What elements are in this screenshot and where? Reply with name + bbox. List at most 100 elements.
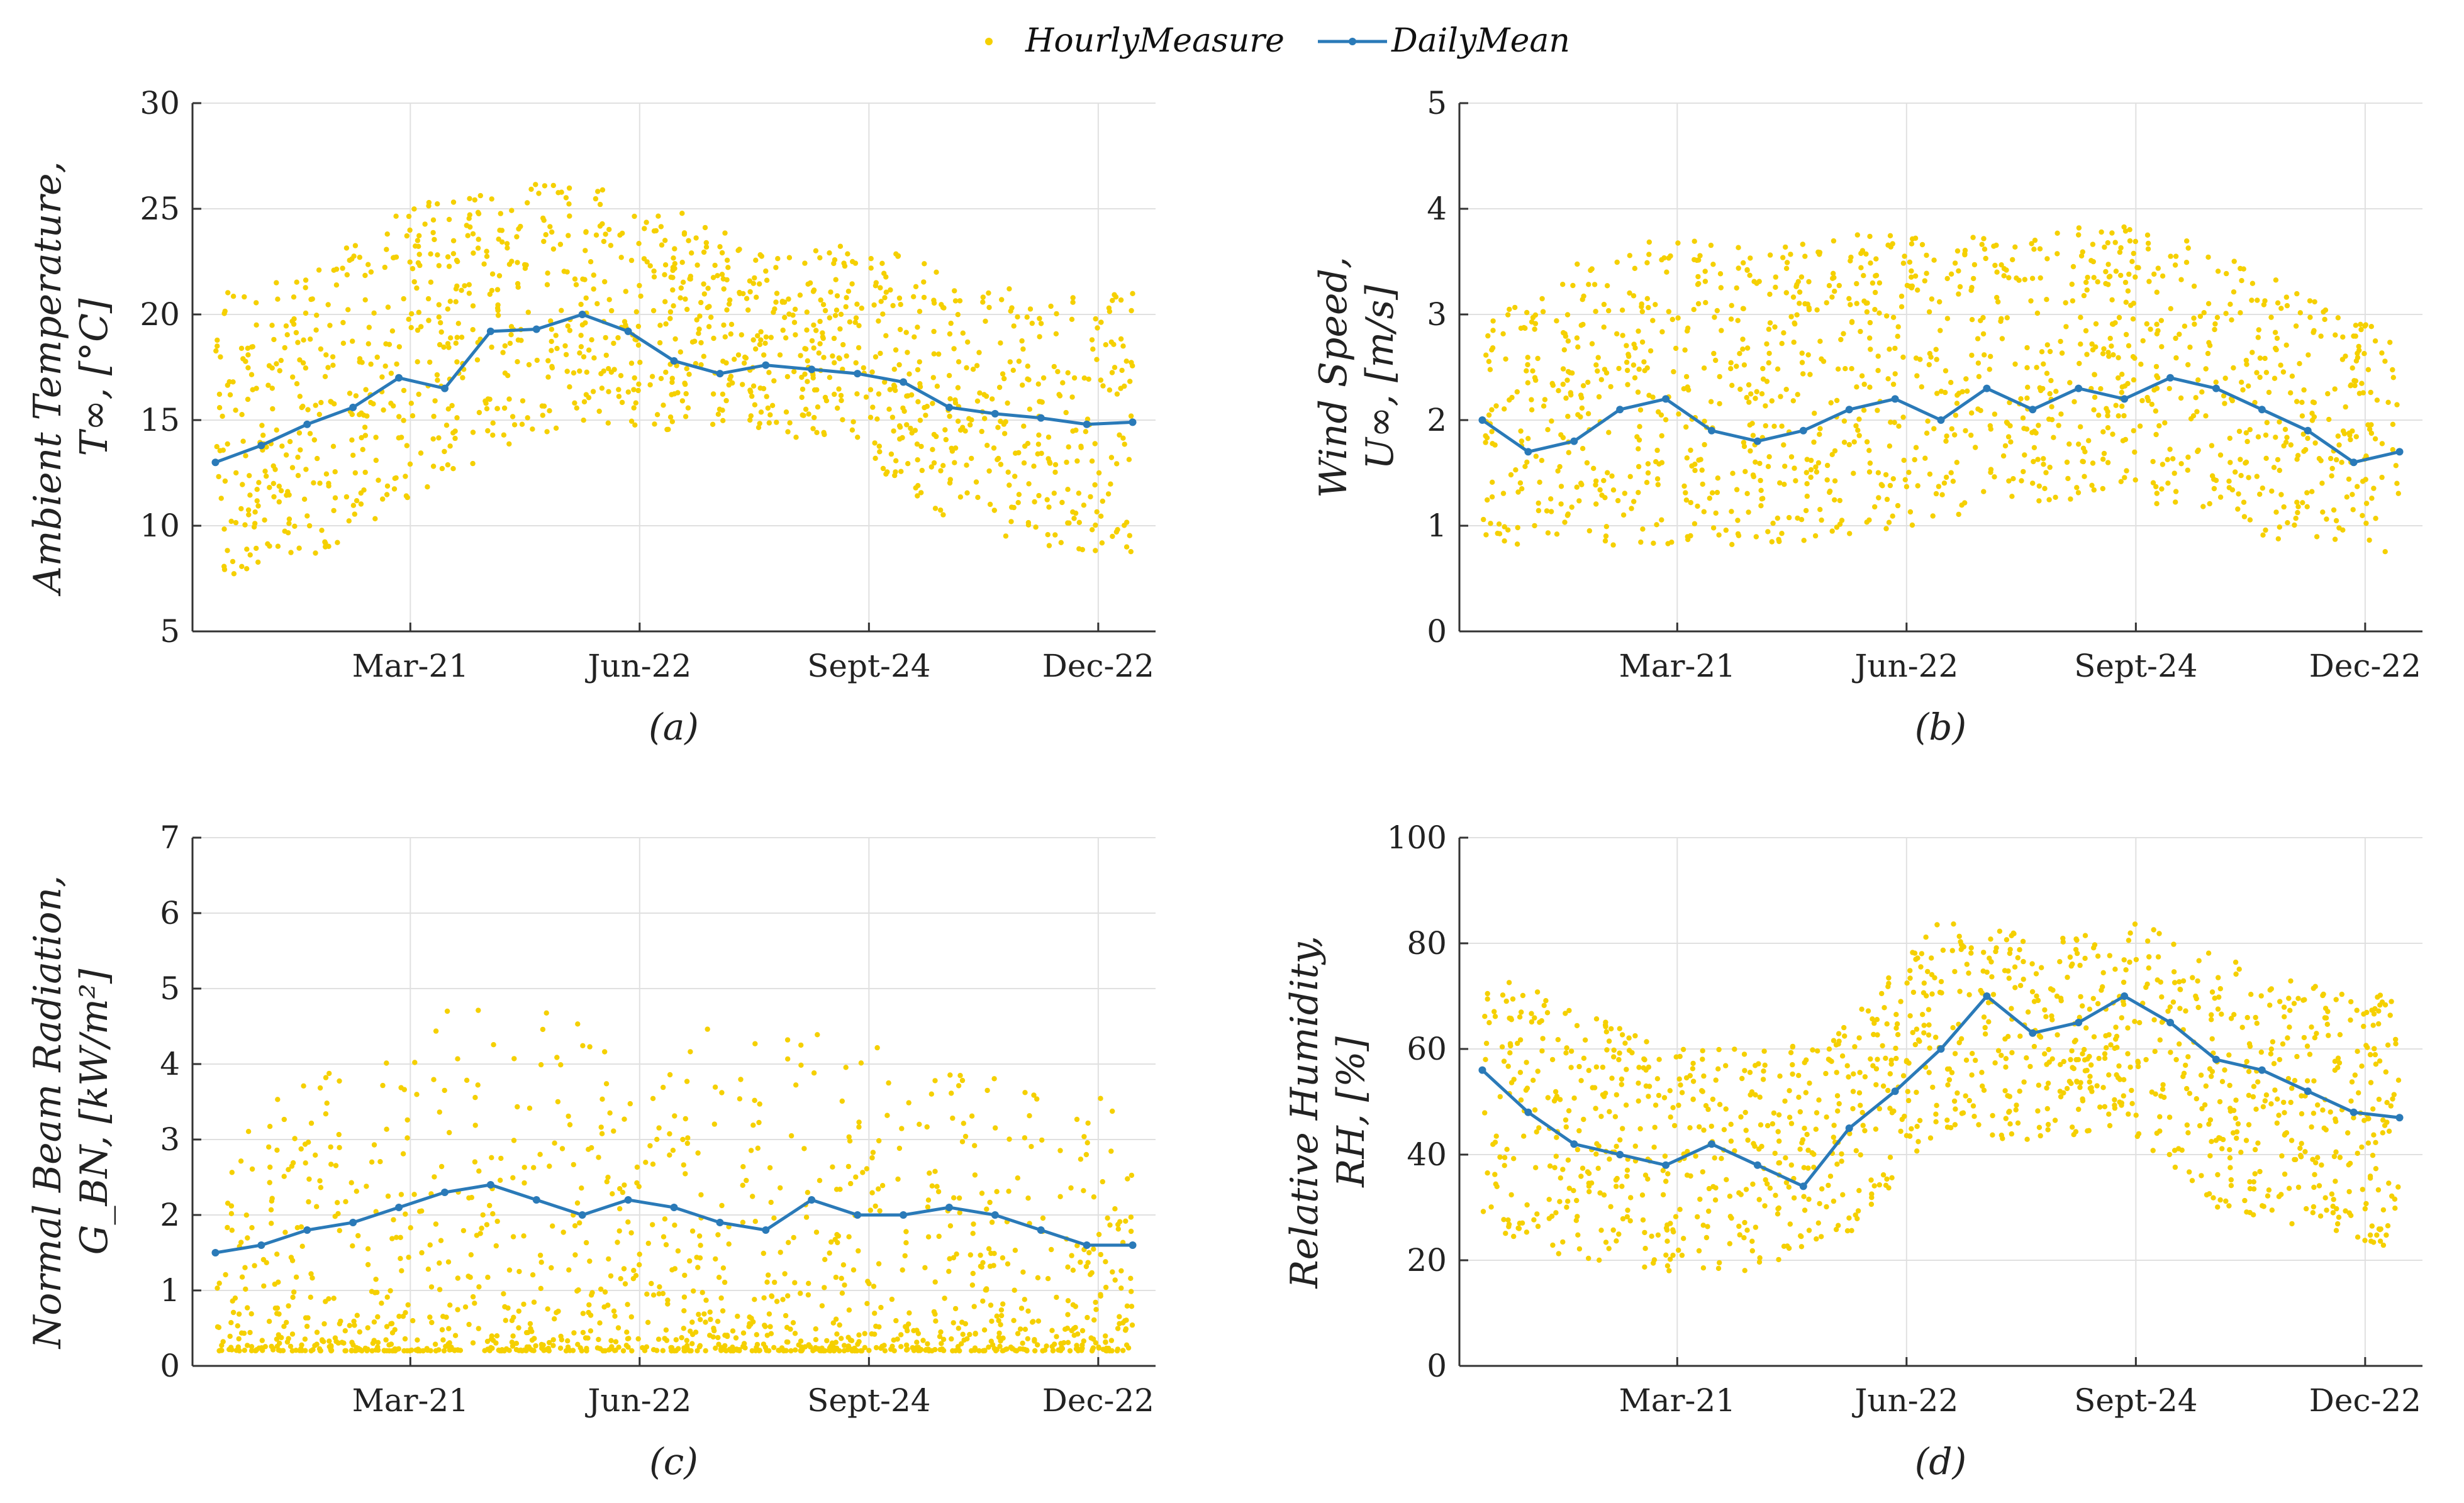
hourly-point [1894, 1021, 1900, 1027]
hourly-point [1497, 1094, 1503, 1100]
hourly-point [470, 460, 476, 467]
hourly-point [510, 1234, 516, 1240]
hourly-point [528, 186, 534, 192]
hourly-point [2153, 484, 2159, 490]
hourly-point [594, 301, 600, 307]
hourly-point [2110, 321, 2116, 327]
hourly-point [388, 1341, 394, 1347]
hourly-point [1831, 1134, 1836, 1140]
hourly-point [1663, 1252, 1669, 1258]
hourly-point [1646, 304, 1651, 311]
hourly-point [1001, 375, 1007, 382]
hourly-point [801, 1146, 807, 1151]
hourly-point [1764, 341, 1770, 347]
hourly-point [914, 1339, 920, 1345]
hourly-point [2241, 514, 2248, 519]
daily-mean-point [395, 374, 403, 382]
hourly-point [449, 402, 455, 409]
hourly-point [1552, 1165, 1558, 1170]
hourly-point [547, 1163, 552, 1169]
hourly-point [1713, 357, 1719, 363]
hourly-point [2088, 258, 2094, 263]
hourly-point [317, 1178, 323, 1184]
hourly-point [1483, 1057, 1488, 1063]
hourly-point [1831, 1123, 1837, 1128]
hourly-point [2294, 399, 2300, 404]
hourly-point [293, 330, 299, 336]
hourly-point [850, 1267, 857, 1273]
hourly-point [350, 452, 356, 458]
hourly-point [2350, 507, 2356, 513]
hourly-point [1562, 519, 1568, 525]
hourly-point [615, 335, 621, 341]
hourly-point [1560, 1167, 1566, 1172]
hourly-point [266, 1319, 272, 1324]
hourly-point [937, 1346, 943, 1353]
hourly-point [2242, 1197, 2248, 1204]
hourly-point [915, 483, 921, 489]
hourly-point [1688, 500, 1693, 506]
hourly-point [426, 199, 432, 206]
hourly-point [727, 297, 733, 303]
hourly-point [1598, 377, 1604, 382]
hourly-point [306, 1176, 312, 1182]
hourly-point [1000, 1348, 1005, 1354]
hourly-point [303, 365, 309, 371]
hourly-point [2156, 423, 2162, 429]
hourly-point [2304, 1206, 2309, 1212]
hourly-point [656, 1125, 662, 1131]
daily-mean-point [762, 1226, 770, 1234]
hourly-point [2173, 1057, 2179, 1063]
hourly-point [810, 289, 817, 294]
hourly-point [519, 1348, 525, 1354]
hourly-point [804, 309, 810, 315]
hourly-point [1890, 381, 1897, 387]
hourly-point [1727, 1194, 1733, 1199]
hourly-point [503, 1317, 508, 1323]
hourly-point [615, 1240, 620, 1245]
hourly-point [915, 324, 920, 330]
x-tick-label: Sept-24 [2074, 648, 2197, 684]
hourly-point [1593, 1064, 1599, 1070]
hourly-point [1766, 350, 1772, 357]
daily-mean-point [1524, 448, 1532, 456]
hourly-point [407, 227, 413, 233]
hourly-point [2350, 365, 2355, 371]
hourly-point [1490, 328, 1496, 333]
hourly-point [416, 233, 422, 238]
hourly-point [599, 385, 605, 391]
hourly-point [455, 321, 461, 326]
hourly-point [347, 1323, 352, 1328]
hourly-point [2255, 297, 2260, 303]
hourly-point [2223, 311, 2229, 316]
daily-mean-point [211, 1249, 220, 1256]
hourly-point [340, 319, 346, 326]
hourly-point [2162, 420, 2168, 426]
y-tick-label: 4 [160, 1046, 180, 1082]
hourly-point [1921, 1023, 1927, 1028]
hourly-point [1054, 1334, 1059, 1339]
hourly-point [611, 340, 616, 347]
hourly-point [839, 397, 844, 404]
hourly-point [347, 391, 353, 396]
hourly-point [2257, 355, 2263, 361]
hourly-point [245, 1129, 252, 1134]
hourly-point [647, 263, 653, 269]
hourly-point [2007, 423, 2013, 429]
hourly-point [1610, 487, 1617, 493]
hourly-point [2145, 938, 2151, 944]
hourly-point [416, 309, 421, 315]
hourly-point [1895, 1032, 1901, 1038]
hourly-point [971, 1304, 977, 1309]
hourly-point [596, 1336, 601, 1343]
hourly-point [895, 253, 901, 259]
hourly-point [642, 226, 647, 231]
hourly-point [1957, 989, 1963, 994]
hourly-point [936, 1233, 942, 1240]
hourly-point [832, 257, 838, 263]
hourly-point [1899, 1116, 1905, 1123]
hourly-point [1917, 357, 1923, 362]
hourly-point [2369, 1223, 2375, 1229]
hourly-point [1576, 498, 1582, 504]
hourly-point [2226, 1052, 2232, 1058]
